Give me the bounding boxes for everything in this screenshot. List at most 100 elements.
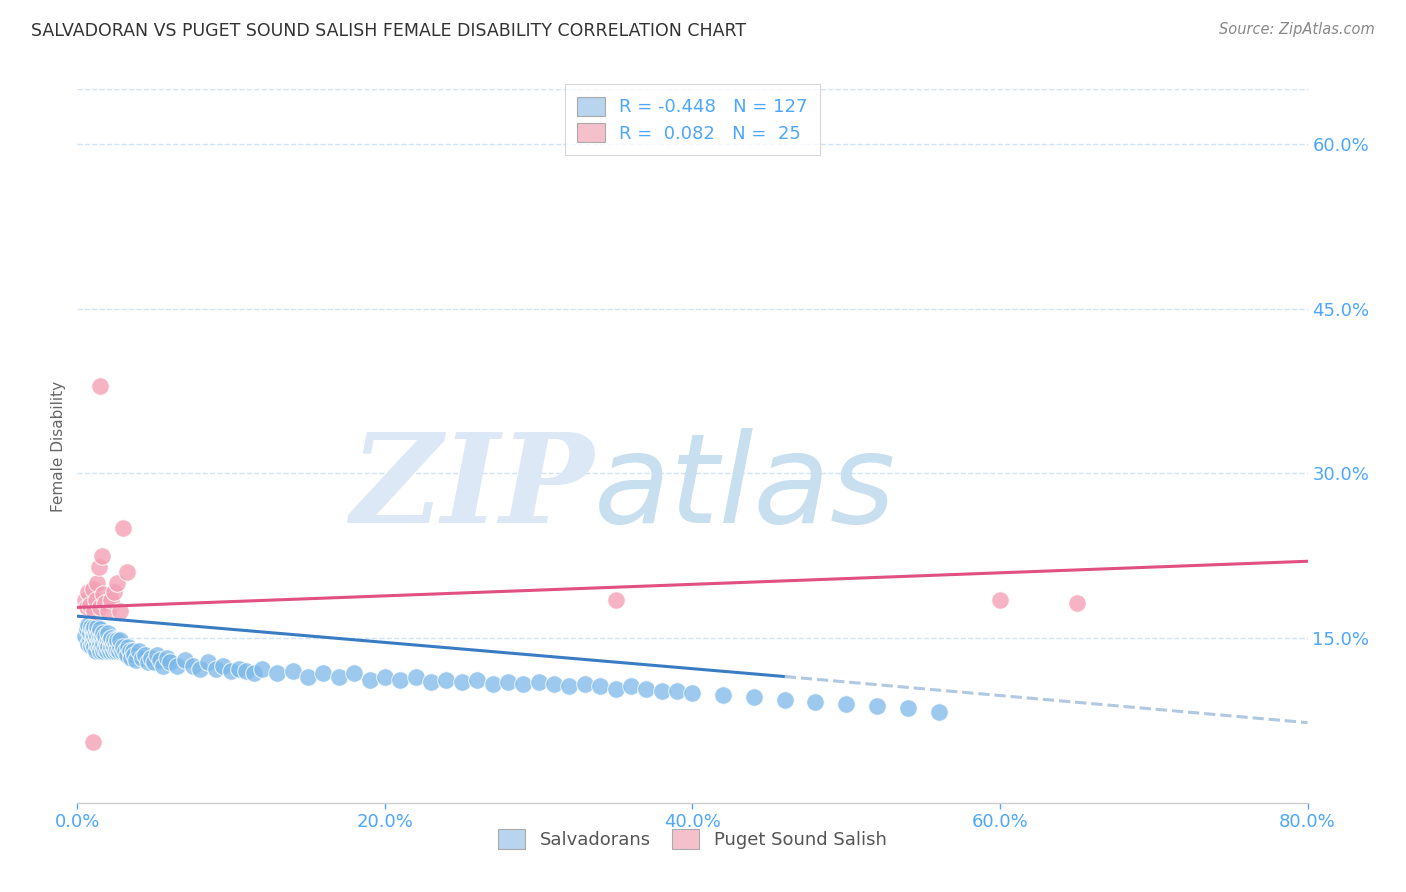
Point (103, 585, 125, 599)
Point (120, 651, 142, 665)
Point (112, 521, 135, 535)
Point (79, 633, 101, 648)
Point (77, 637, 100, 651)
Point (312, 666, 335, 681)
Point (89, 378, 111, 392)
Point (136, 655, 159, 669)
Point (114, 644, 136, 658)
Point (620, 680, 643, 694)
Point (93, 587, 115, 601)
Point (90, 629, 114, 643)
Point (82, 625, 104, 640)
Point (96, 644, 118, 658)
Point (389, 673, 412, 687)
Point (682, 686, 704, 700)
Point (543, 677, 565, 691)
Point (100, 592, 122, 607)
Point (574, 677, 596, 691)
Point (108, 644, 131, 658)
Point (93, 625, 115, 640)
Point (297, 669, 319, 683)
Point (94, 633, 117, 648)
Point (558, 680, 581, 694)
Point (76, 623, 98, 637)
Point (76, 600, 98, 615)
Point (281, 664, 304, 678)
Point (80, 639, 103, 653)
Point (77, 585, 100, 599)
Point (87, 640, 110, 654)
Point (589, 680, 612, 694)
Point (343, 666, 366, 681)
Text: Source: ZipAtlas.com: Source: ZipAtlas.com (1219, 22, 1375, 37)
Point (666, 683, 689, 698)
Point (928, 705, 950, 719)
Point (82, 631, 104, 645)
Point (243, 666, 266, 681)
Point (104, 644, 127, 658)
Point (166, 658, 188, 673)
Point (835, 697, 858, 711)
Point (125, 653, 148, 667)
Point (112, 640, 135, 654)
Point (181, 658, 204, 673)
Point (359, 673, 381, 687)
Point (97, 640, 120, 654)
Point (89, 644, 111, 658)
Point (83, 604, 105, 618)
Point (773, 692, 796, 706)
Point (86, 620, 108, 634)
Point (374, 669, 396, 683)
Point (117, 640, 139, 654)
Point (328, 669, 350, 683)
Point (87, 625, 110, 640)
Point (605, 681, 627, 696)
Point (481, 677, 503, 691)
Point (97, 604, 120, 618)
Point (131, 651, 153, 665)
Point (111, 644, 134, 658)
Point (118, 644, 141, 658)
Point (84, 633, 107, 648)
Point (90, 640, 114, 654)
Point (405, 669, 427, 683)
Point (128, 644, 150, 658)
Point (115, 648, 138, 662)
Point (80, 620, 103, 634)
Point (651, 683, 673, 698)
Point (90, 633, 114, 648)
Point (742, 690, 765, 705)
Point (84, 625, 107, 640)
Point (212, 658, 235, 673)
Point (527, 675, 550, 690)
Y-axis label: Female Disability: Female Disability (51, 380, 66, 512)
Point (83, 620, 105, 634)
Point (420, 675, 443, 690)
Point (97, 633, 120, 648)
Point (103, 633, 125, 648)
Point (86, 637, 108, 651)
Point (79, 598, 101, 612)
Point (143, 655, 166, 669)
Point (804, 695, 827, 709)
Point (155, 651, 177, 665)
Point (204, 662, 226, 676)
Point (89, 623, 111, 637)
Point (152, 658, 174, 673)
Point (89, 637, 111, 651)
Point (104, 637, 127, 651)
Point (134, 648, 156, 662)
Point (110, 604, 132, 618)
Point (512, 677, 534, 691)
Point (93, 644, 115, 658)
Point (89, 631, 111, 645)
Point (110, 633, 132, 648)
Point (82, 735, 104, 749)
Point (141, 651, 163, 665)
Point (496, 675, 519, 690)
Point (250, 662, 273, 676)
Point (83, 640, 105, 654)
Point (188, 662, 212, 676)
Point (98, 644, 121, 658)
Point (105, 642, 128, 657)
